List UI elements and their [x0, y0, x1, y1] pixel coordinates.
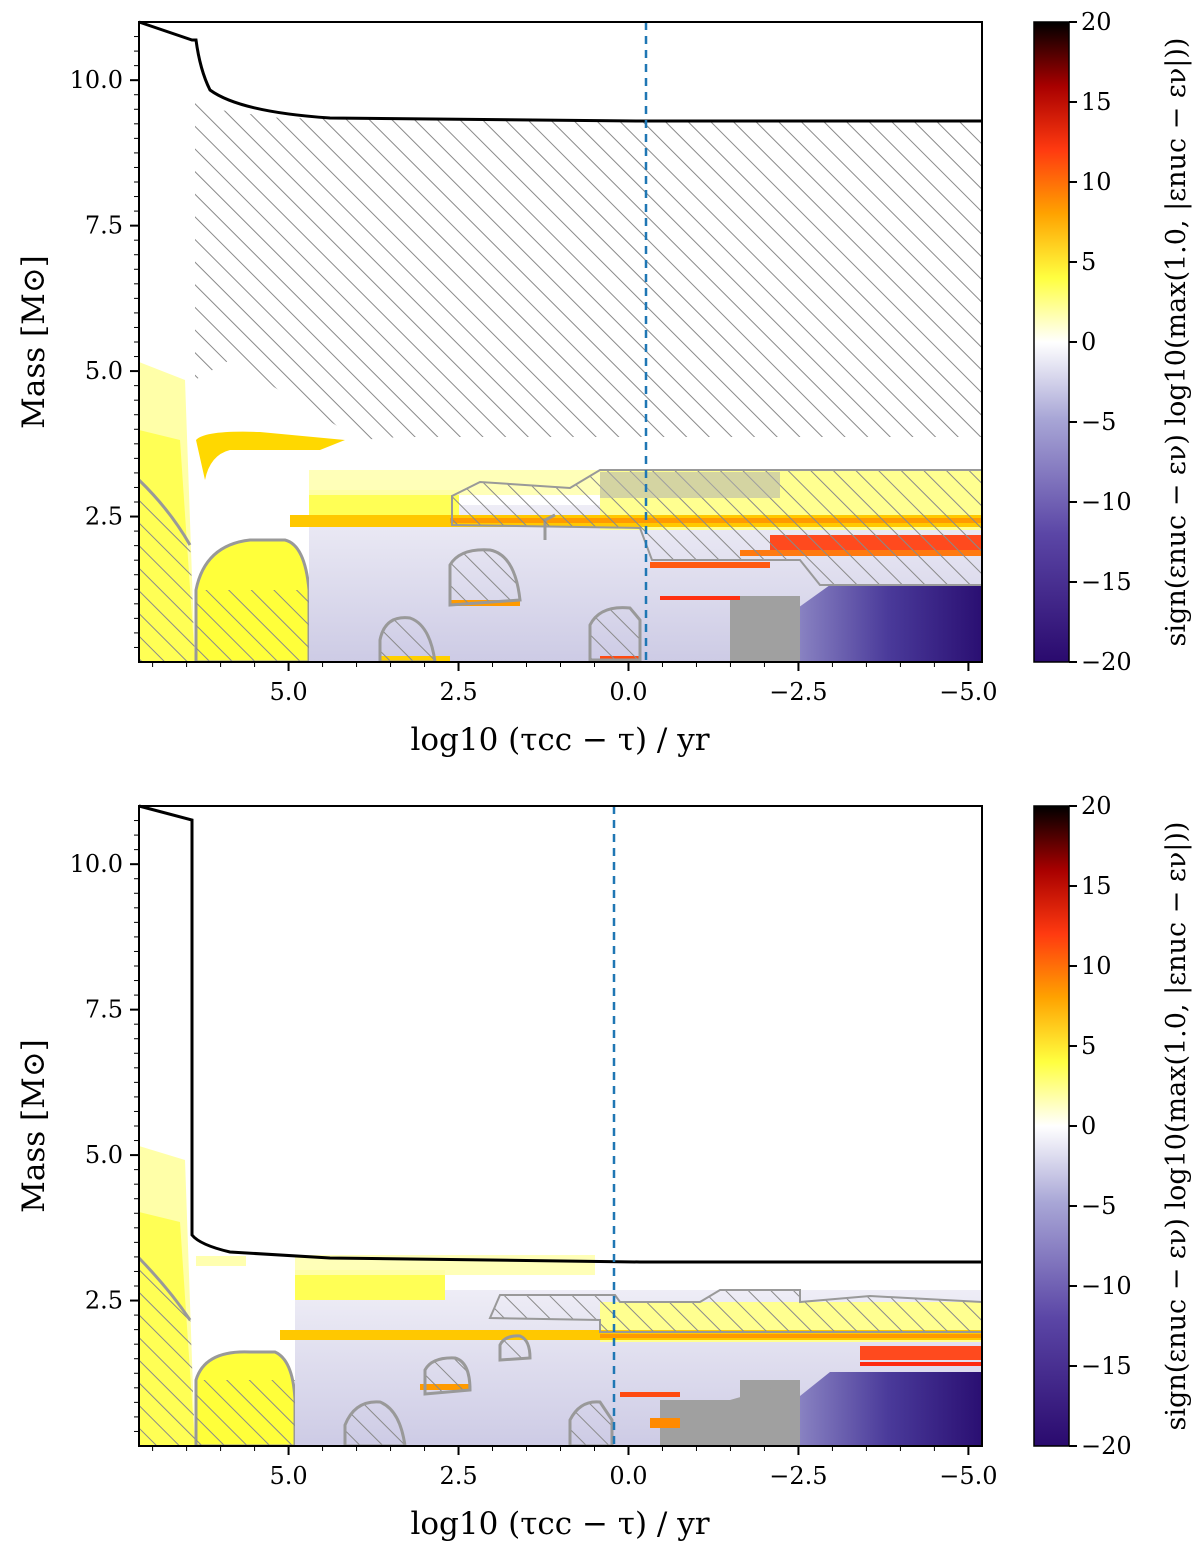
colorbar-tick-label: −10 [1081, 488, 1132, 516]
colorbar-tick-label: 0 [1081, 1112, 1096, 1140]
colorbar-tick-label: −5 [1081, 408, 1116, 436]
bottom-total-mass-curve [138, 804, 982, 1264]
colorbar-tick-label: 5 [1081, 248, 1096, 276]
bottom-neutrino-cooling-region [795, 1372, 982, 1446]
x-tick-label: −5.0 [939, 1462, 997, 1490]
y-tick-label: 10.0 [70, 850, 123, 878]
y-tick-label: 2.5 [85, 503, 123, 531]
y-tick-label: 2.5 [85, 1287, 123, 1315]
bottom-colorbar-label: sign(εnuc − εν) log10(max(1.0, |εnuc − ε… [1161, 822, 1192, 1431]
colorbar-tick-label: 15 [1081, 872, 1112, 900]
x-tick-label: 0.0 [609, 1462, 647, 1490]
y-tick-label: 5.0 [85, 357, 123, 385]
top-envelope-convection-hatch [195, 96, 982, 440]
colorbar-tick-label: −5 [1081, 1192, 1116, 1220]
colorbar-tick-label: 10 [1081, 952, 1112, 980]
x-tick-label: −2.5 [769, 1462, 827, 1490]
top-ticks: 5.0 2.5 0.0 −2.5 −5.0 2.5 5.0 7.5 10.0 [70, 36, 998, 706]
x-tick-label: 5.0 [269, 1462, 307, 1490]
colorbar-tick-label: 20 [1081, 8, 1112, 36]
bottom-colorbar [1033, 805, 1070, 1447]
colorbar-tick-label: 20 [1081, 792, 1112, 820]
top-heatmap [139, 96, 982, 662]
colorbar-tick-label: −20 [1081, 648, 1132, 676]
bottom-x-axis-label: log10 (τcc − τ) / yr [410, 1506, 709, 1542]
bottom-panel: 5.0 2.5 0.0 −2.5 −5.0 2.5 5.0 7.5 10.0 log10 (τc… [16, 792, 1192, 1542]
colorbar-tick-label: −10 [1081, 1272, 1132, 1300]
top-total-mass-curve [138, 20, 982, 123]
bottom-ticks: 5.0 2.5 0.0 −2.5 −5.0 2.5 5.0 7.5 10.0 [70, 820, 998, 1490]
colorbar-tick-label: −15 [1081, 1352, 1132, 1380]
y-tick-label: 7.5 [85, 996, 123, 1024]
top-y-axis-label: Mass [M⊙] [16, 255, 52, 429]
bottom-colorbar-ticks: −20 −15 −10 −5 0 5 10 15 20 [1069, 792, 1132, 1460]
top-colorbar-ticks: −20 −15 −10 −5 0 5 10 15 20 [1069, 8, 1132, 676]
colorbar-tick-label: 5 [1081, 1032, 1096, 1060]
colorbar-tick-label: −15 [1081, 568, 1132, 596]
top-colorbar-label: sign(εnuc − εν) log10(max(1.0, |εnuc − ε… [1161, 38, 1192, 647]
x-tick-label: 2.5 [439, 1462, 477, 1490]
top-colorbar [1033, 21, 1070, 663]
bottom-y-axis-label: Mass [M⊙] [16, 1039, 52, 1213]
x-tick-label: 2.5 [439, 678, 477, 706]
top-x-axis-label: log10 (τcc − τ) / yr [410, 722, 709, 758]
y-tick-label: 10.0 [70, 66, 123, 94]
x-tick-label: 5.0 [269, 678, 307, 706]
x-tick-label: −5.0 [939, 678, 997, 706]
y-tick-label: 7.5 [85, 212, 123, 240]
top-neutrino-cooling-region [795, 585, 982, 662]
top-panel: 5.0 2.5 0.0 −2.5 −5.0 2.5 5.0 7.5 10.0 log10 (τc… [16, 8, 1192, 758]
y-tick-label: 5.0 [85, 1141, 123, 1169]
x-tick-label: 0.0 [609, 678, 647, 706]
x-tick-label: −2.5 [769, 678, 827, 706]
colorbar-tick-label: −20 [1081, 1432, 1132, 1460]
colorbar-tick-label: 10 [1081, 168, 1112, 196]
colorbar-tick-label: 15 [1081, 88, 1112, 116]
colorbar-tick-label: 0 [1081, 328, 1096, 356]
